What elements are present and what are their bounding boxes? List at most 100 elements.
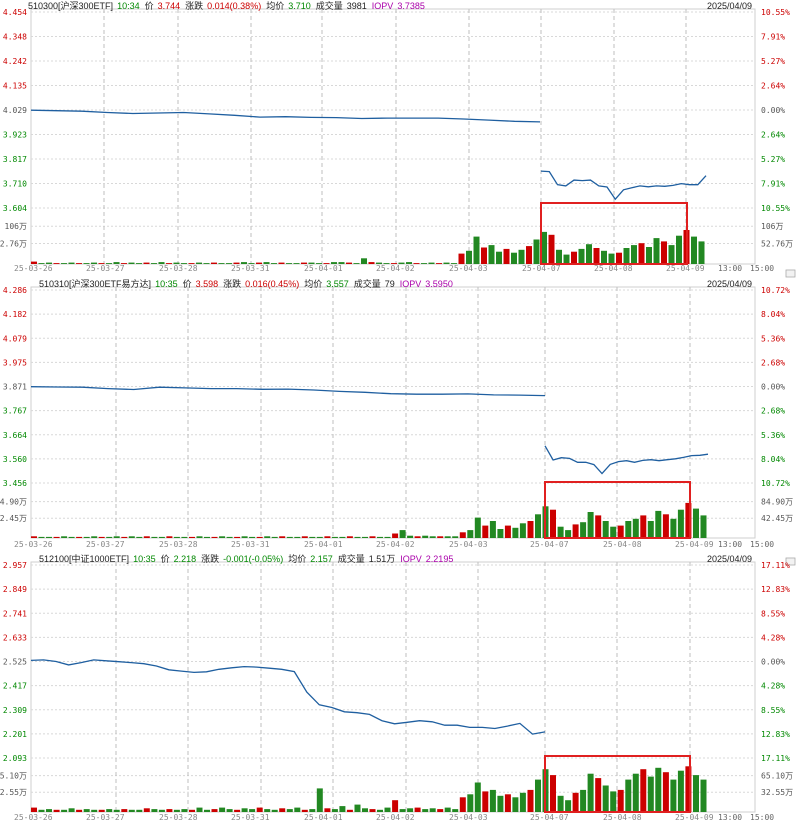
volume-bar (677, 509, 684, 538)
price-tick-label: 3.817 (3, 155, 27, 164)
volume-bar (204, 809, 210, 812)
volume-bar (655, 510, 662, 538)
volume-bar (452, 809, 459, 812)
volume-bar (331, 809, 338, 812)
volume-bar (662, 514, 669, 538)
price-tick-label: 4.135 (3, 82, 27, 91)
volume-bar (279, 536, 286, 538)
volume-bar (309, 809, 316, 812)
price-tick-label: 4.079 (3, 334, 27, 343)
iopv-value: 3.5950 (425, 279, 453, 289)
price-line-pre (30, 109, 541, 123)
volume-bar (264, 536, 271, 538)
pct-tick-label: 8.55% (761, 706, 785, 715)
volume-bar (677, 770, 684, 812)
volume-bar (632, 773, 639, 812)
pct-tick-label: 17.11% (761, 561, 790, 570)
x-axis-label: 25-04-01 (304, 540, 343, 549)
volume-label: 成交量 (316, 0, 343, 11)
volume-bar (535, 514, 541, 538)
plot-frame (30, 561, 756, 813)
ticker-name: 510300[沪深300ETF] (28, 0, 113, 11)
volume-bar (391, 263, 397, 264)
volume-bar (128, 262, 135, 264)
change-value: 0.014(0.38%) (207, 1, 261, 11)
volume-bar (218, 263, 225, 264)
price-label: 价 (161, 554, 170, 564)
iopv-label: IOPV (400, 554, 422, 564)
x-axis-label: 25-04-08 (603, 540, 642, 549)
volume-bar (488, 245, 495, 264)
x-axis-label: 25-04-02 (376, 264, 415, 273)
volume-bar (241, 808, 248, 812)
volume-bar (593, 248, 600, 264)
volume-bar (369, 536, 376, 538)
pct-tick-label: 5.27% (761, 57, 785, 66)
chart-panel-510310: 4.286 4.182 4.079 3.975 3.871 3.767 3.664 3.560… (0, 278, 796, 566)
x-axis-label: 25-04-02 (376, 813, 415, 822)
volume-bar (572, 792, 579, 812)
volume-bar (693, 775, 699, 812)
volume-tick-label-right: 106万 (761, 222, 783, 231)
panel-header: 512100[中证1000ETF] 10:35 价 2.218 涨跌 -0.001(-0.… (39, 553, 453, 564)
pct-tick-label: 7.91% (761, 180, 785, 189)
volume-bar (638, 243, 645, 264)
volume-bar (173, 809, 180, 812)
volume-bar (512, 527, 519, 538)
pct-tick-label: 2.68% (761, 407, 785, 416)
volume-bar (377, 809, 383, 812)
panel-date: 2025/04/09 (707, 1, 752, 11)
volume-bar (587, 773, 594, 812)
avg-value: 2.157 (310, 554, 333, 564)
volume-bar (700, 779, 707, 812)
x-axis-label: 15:00 (750, 264, 774, 273)
volume-tick-label-left: 42.45万 (0, 514, 27, 523)
volume-bar (587, 512, 594, 538)
volume-bar (98, 263, 105, 264)
volume-bar (550, 775, 556, 812)
x-axis-label: 25-03-26 (14, 540, 53, 549)
volume-bar (698, 241, 705, 264)
x-axis-label: 25-04-01 (304, 813, 343, 822)
volume-bar (422, 535, 429, 538)
volume-bar (38, 263, 45, 264)
volume-bar (188, 263, 195, 264)
volume-bar (324, 808, 331, 812)
volume-bar (602, 521, 609, 538)
volume-bar (354, 536, 361, 538)
volume-bar (632, 518, 639, 538)
volume-label: 成交量 (338, 553, 365, 564)
corner-toggle-icon (785, 269, 796, 278)
volume-bar (226, 809, 233, 812)
x-axis-label: 25-03-27 (86, 540, 125, 549)
pct-tick-label: 7.91% (761, 33, 785, 42)
volume-bar (113, 536, 120, 538)
x-axis-label: 15:00 (750, 813, 774, 822)
volume-bar (572, 524, 579, 538)
volume-bar (271, 536, 278, 538)
ticker-name: 512100[中证1000ETF] (39, 553, 129, 564)
volume-bar (98, 536, 105, 538)
volume-bar (482, 791, 489, 812)
volume-bar (616, 252, 622, 264)
volume-bar (384, 536, 391, 538)
pct-tick-label: 17.11% (761, 754, 790, 763)
volume-bar (481, 247, 487, 264)
volume-bar (610, 526, 617, 538)
volume-bar (219, 536, 226, 538)
volume-bar (46, 809, 52, 812)
volume-bar (61, 536, 68, 538)
volume-bar (414, 536, 421, 538)
price-tick-label: 4.029 (3, 106, 27, 115)
volume-bar (301, 536, 308, 538)
volume-bar (535, 779, 541, 812)
volume-bar (361, 258, 367, 264)
x-axis-label: 25-04-03 (449, 264, 488, 273)
volume-bar (533, 239, 540, 264)
price-tick-label: 2.093 (3, 754, 27, 763)
pct-tick-label: 2.64% (761, 131, 785, 140)
x-axis-label: 25-03-31 (231, 813, 270, 822)
volume-bar (595, 778, 602, 812)
volume-bar (458, 253, 465, 264)
volume-bar (519, 792, 526, 812)
